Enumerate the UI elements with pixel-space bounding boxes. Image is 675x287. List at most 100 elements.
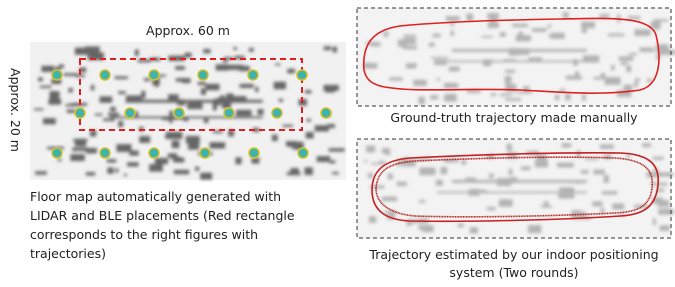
wall-blob	[368, 173, 373, 178]
wall-blob	[279, 99, 283, 102]
wall-blob	[431, 57, 448, 59]
wall-blob	[440, 167, 447, 174]
ble-beacon	[75, 108, 85, 118]
wall-blob	[403, 46, 417, 50]
wall-blob	[124, 174, 127, 176]
wall-blob	[462, 160, 467, 165]
height-label: Approx. 20 m	[8, 68, 23, 152]
wall-blob	[95, 114, 102, 116]
wall-blob	[187, 103, 202, 109]
wall-blob	[430, 95, 438, 99]
wall-blob	[50, 91, 58, 99]
wall-blob	[397, 182, 407, 186]
wall-blob	[628, 16, 640, 19]
wall-blob	[118, 91, 125, 94]
wall-blob	[115, 168, 118, 172]
wall-blob	[404, 38, 416, 44]
ble-beacon	[149, 70, 159, 80]
wall-blob	[141, 91, 145, 99]
wall-blob	[144, 78, 150, 81]
wall-blob	[35, 171, 47, 174]
wall-blob	[240, 84, 254, 88]
wall-blob	[450, 23, 455, 26]
wall-blob	[275, 63, 280, 65]
wall-blob	[255, 87, 258, 92]
wall-blob	[165, 136, 179, 139]
wall-blob	[429, 43, 435, 47]
wall-blob	[626, 65, 631, 72]
wall-blob	[626, 154, 631, 157]
ground-truth-map	[357, 8, 675, 106]
wall-blob	[186, 136, 200, 143]
wall-blob	[653, 218, 656, 225]
wall-blob	[75, 48, 88, 55]
wall-blob	[68, 88, 72, 92]
wall-blob	[565, 94, 571, 101]
wall-blob	[86, 148, 97, 154]
wall-blob	[561, 187, 573, 190]
wall-blob	[594, 169, 605, 174]
wall-blob	[581, 170, 589, 174]
wall-blob	[419, 167, 435, 175]
wall-blob	[516, 35, 531, 41]
wall-blob	[289, 142, 302, 148]
wall-blob	[611, 65, 614, 71]
wall-blob	[505, 76, 512, 84]
wall-blob	[601, 208, 605, 214]
wall-blob	[72, 148, 88, 152]
wall-blob	[227, 97, 242, 100]
wall-blob	[172, 141, 180, 149]
wall-blob	[135, 50, 139, 56]
wall-blob	[629, 53, 637, 56]
wall-blob	[388, 173, 393, 179]
wall-blob	[419, 200, 426, 203]
wall-blob	[419, 97, 425, 104]
wall-blob	[91, 85, 94, 91]
wall-blob	[127, 162, 138, 166]
wall-blob	[38, 77, 43, 81]
wall-blob	[290, 168, 299, 173]
wall-blob	[505, 70, 515, 73]
wall-blob	[500, 32, 506, 37]
wall-blob	[582, 94, 585, 101]
wall-blob	[605, 77, 621, 85]
wall-blob	[382, 148, 390, 153]
corridor	[437, 191, 587, 193]
wall-blob	[216, 64, 229, 70]
ble-beacon	[224, 108, 234, 118]
caption-line: trajectories)	[30, 246, 106, 261]
wall-blob	[619, 56, 633, 61]
wall-blob	[70, 154, 84, 161]
caption-line: LIDAR and BLE placements (Red rectangle	[30, 208, 295, 223]
wall-blob	[535, 160, 548, 168]
wall-blob	[509, 169, 513, 175]
wall-blob	[201, 88, 206, 95]
wall-blob	[205, 84, 219, 91]
wall-blob	[272, 135, 278, 141]
wall-blob	[329, 160, 335, 163]
wall-blob	[634, 82, 638, 87]
wall-blob	[100, 96, 113, 102]
ble-beacon	[125, 108, 135, 118]
wall-blob	[67, 110, 76, 113]
wall-blob	[329, 148, 345, 151]
wall-blob	[257, 109, 263, 115]
wall-blob	[451, 30, 454, 36]
wall-blob	[304, 167, 312, 175]
wall-blob	[63, 73, 77, 76]
wall-blob	[317, 156, 330, 162]
wall-blob	[608, 33, 624, 36]
wall-blob	[555, 95, 559, 101]
wall-blob	[213, 102, 217, 110]
wall-blob	[403, 35, 416, 38]
caption-line: Trajectory estimated by our indoor posit…	[368, 247, 658, 262]
wall-blob	[658, 209, 674, 215]
wall-blob	[389, 77, 402, 80]
wall-blob	[107, 159, 117, 162]
wall-blob	[204, 119, 209, 123]
wall-blob	[177, 102, 185, 105]
wall-blob	[635, 78, 640, 81]
wall-blob	[551, 33, 565, 39]
wall-blob	[332, 172, 339, 174]
wall-blob	[642, 143, 651, 147]
